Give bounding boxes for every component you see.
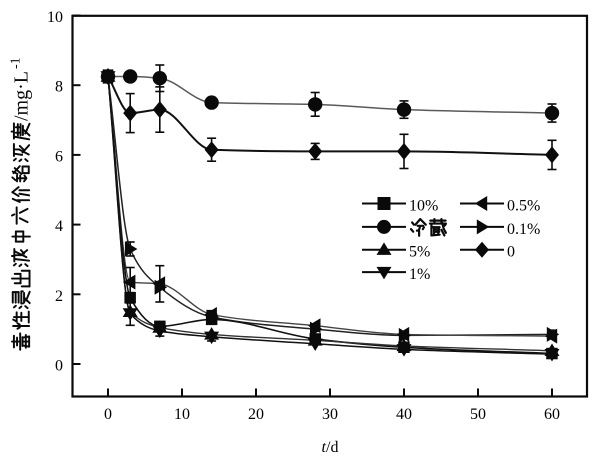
svg-text:0: 0 (507, 244, 515, 261)
svg-text:60: 60 (544, 406, 560, 423)
svg-text:0.1%: 0.1% (507, 221, 540, 238)
svg-text:-1: -1 (9, 57, 24, 69)
svg-text:5%: 5% (409, 244, 430, 261)
svg-text:0.5%: 0.5% (507, 198, 540, 215)
svg-text:t/d: t/d (322, 439, 339, 456)
svg-text:50: 50 (470, 406, 486, 423)
svg-text:/mg·L: /mg·L (11, 71, 33, 121)
svg-text:2: 2 (55, 288, 63, 305)
svg-text:4: 4 (55, 218, 63, 235)
svg-text:10: 10 (174, 406, 190, 423)
svg-text:1%: 1% (409, 266, 430, 283)
svg-text:40: 40 (396, 406, 412, 423)
svg-text:0: 0 (55, 358, 63, 375)
svg-text:0: 0 (104, 406, 112, 423)
svg-text:10: 10 (47, 9, 63, 26)
svg-text:6: 6 (55, 148, 63, 165)
svg-text:30: 30 (322, 406, 338, 423)
svg-text:20: 20 (248, 406, 264, 423)
svg-text:10%: 10% (409, 198, 438, 215)
svg-text:8: 8 (55, 79, 63, 96)
